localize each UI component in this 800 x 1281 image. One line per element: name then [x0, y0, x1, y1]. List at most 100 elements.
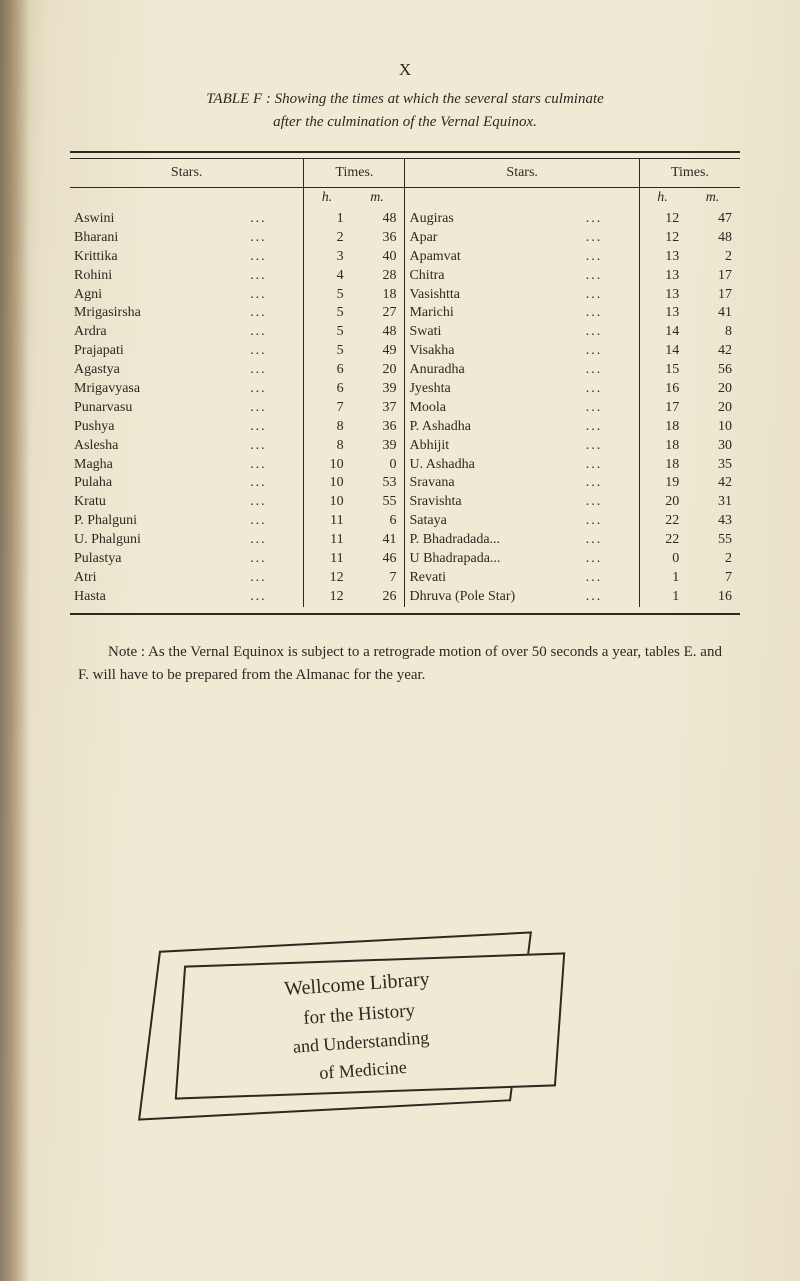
m-left: 26 — [350, 588, 405, 607]
table-row: Aslesha...839Abhijit...1830 — [70, 437, 740, 456]
table-row: Agastya...620Anuradha...1556 — [70, 361, 740, 380]
star-name-left: Prajapati — [70, 342, 246, 361]
leader-dots: ... — [246, 512, 304, 531]
star-name-left: Agni — [70, 286, 246, 305]
leader-dots: ... — [246, 399, 304, 418]
m-right: 17 — [685, 267, 740, 286]
m-left: 27 — [350, 304, 405, 323]
leader-dots: ... — [246, 248, 304, 267]
m-right: 56 — [685, 361, 740, 380]
h-right: 0 — [639, 550, 685, 569]
m-left: 53 — [350, 474, 405, 493]
table-row: Punarvasu...737Moola...1720 — [70, 399, 740, 418]
col-stars-left: Stars. — [70, 159, 304, 188]
m-left: 7 — [350, 569, 405, 588]
table-row: Ardra...548Swati...148 — [70, 323, 740, 342]
leader-dots: ... — [582, 380, 640, 399]
leader-dots: ... — [246, 361, 304, 380]
h-right: 13 — [639, 286, 685, 305]
m-right: 47 — [685, 210, 740, 229]
m-left: 18 — [350, 286, 405, 305]
m-left: 49 — [350, 342, 405, 361]
star-name-right: Apamvat — [405, 248, 582, 267]
leader-dots: ... — [246, 474, 304, 493]
leader-dots: ... — [582, 210, 640, 229]
h-left: 7 — [304, 399, 350, 418]
h-right: 19 — [639, 474, 685, 493]
star-name-left: Hasta — [70, 588, 246, 607]
leader-dots: ... — [246, 342, 304, 361]
leader-dots: ... — [582, 399, 640, 418]
leader-dots: ... — [246, 493, 304, 512]
leader-dots: ... — [582, 304, 640, 323]
culmination-table: Stars. Times. Stars. Times. h. m. h. m. — [70, 159, 740, 607]
star-name-right: Sravishta — [405, 493, 582, 512]
m-left: 36 — [350, 229, 405, 248]
leader-dots: ... — [246, 304, 304, 323]
table-body: Aswini...148Augiras...1247Bharani...236A… — [70, 210, 740, 607]
star-name-right: P. Bhadradada... — [405, 531, 582, 550]
m-left: 41 — [350, 531, 405, 550]
star-name-right: Anuradha — [405, 361, 582, 380]
h-left: 5 — [304, 342, 350, 361]
leader-dots: ... — [582, 248, 640, 267]
h-left: 10 — [304, 493, 350, 512]
star-name-left: Aslesha — [70, 437, 246, 456]
h-left: 8 — [304, 418, 350, 437]
sub-blank-right — [405, 188, 639, 211]
m-left: 39 — [350, 437, 405, 456]
m-right: 10 — [685, 418, 740, 437]
page-number-text: X — [399, 60, 411, 79]
star-name-left: Magha — [70, 456, 246, 475]
h-right: 13 — [639, 248, 685, 267]
leader-dots: ... — [582, 229, 640, 248]
star-name-right: Apar — [405, 229, 582, 248]
leader-dots: ... — [582, 456, 640, 475]
leader-dots: ... — [582, 588, 640, 607]
m-right: 42 — [685, 342, 740, 361]
star-name-left: Pulastya — [70, 550, 246, 569]
m-right: 55 — [685, 531, 740, 550]
table-row: P. Phalguni...116Sataya...2243 — [70, 512, 740, 531]
footnote-text: Note : As the Vernal Equinox is subject … — [78, 644, 722, 683]
leader-dots: ... — [582, 531, 640, 550]
m-left: 39 — [350, 380, 405, 399]
leader-dots: ... — [246, 456, 304, 475]
star-name-left: Aswini — [70, 210, 246, 229]
m-left: 36 — [350, 418, 405, 437]
h-left: 5 — [304, 286, 350, 305]
m-right: 20 — [685, 380, 740, 399]
star-name-right: U. Ashadha — [405, 456, 582, 475]
sub-h-left: h. — [304, 188, 350, 211]
leader-dots: ... — [582, 550, 640, 569]
table-row: Rohini...428Chitra...1317 — [70, 267, 740, 286]
h-right: 22 — [639, 512, 685, 531]
star-name-left: Punarvasu — [70, 399, 246, 418]
m-right: 30 — [685, 437, 740, 456]
table-row: U. Phalguni...1141P. Bhadradada......225… — [70, 531, 740, 550]
h-right: 15 — [639, 361, 685, 380]
leader-dots: ... — [582, 474, 640, 493]
star-name-right: Jyeshta — [405, 380, 582, 399]
sub-m-right: m. — [685, 188, 740, 211]
h-right: 17 — [639, 399, 685, 418]
caption-line1: Showing the times at which the several s… — [275, 91, 604, 107]
star-name-left: Atri — [70, 569, 246, 588]
m-left: 6 — [350, 512, 405, 531]
leader-dots: ... — [246, 437, 304, 456]
leader-dots: ... — [582, 512, 640, 531]
m-right: 8 — [685, 323, 740, 342]
star-name-right: Sataya — [405, 512, 582, 531]
star-name-left: P. Phalguni — [70, 512, 246, 531]
star-name-right: Vasishtta — [405, 286, 582, 305]
h-right: 16 — [639, 380, 685, 399]
star-name-left: Mrigavyasa — [70, 380, 246, 399]
star-name-left: Pushya — [70, 418, 246, 437]
h-right: 18 — [639, 418, 685, 437]
h-left: 2 — [304, 229, 350, 248]
leader-dots: ... — [582, 418, 640, 437]
h-left: 6 — [304, 361, 350, 380]
m-left: 40 — [350, 248, 405, 267]
star-name-left: Ardra — [70, 323, 246, 342]
m-left: 37 — [350, 399, 405, 418]
